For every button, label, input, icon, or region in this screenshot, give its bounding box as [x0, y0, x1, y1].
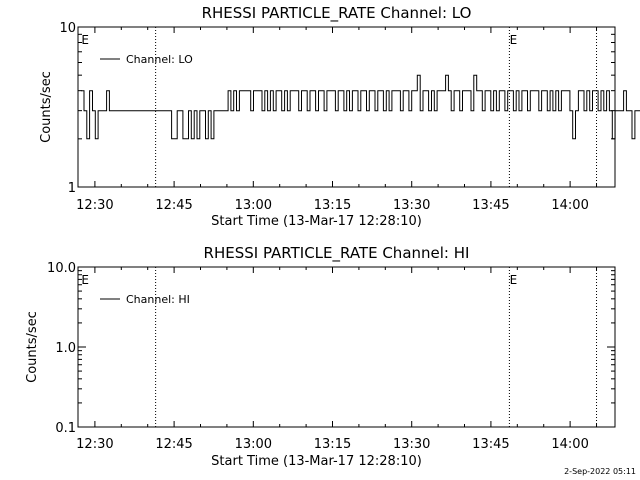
- y-axis-label: Counts/sec: [39, 71, 54, 143]
- legend-entry: Channel: LO: [126, 53, 193, 66]
- x-tick-label: 13:30: [393, 437, 430, 452]
- x-tick-label: 13:00: [235, 437, 272, 452]
- chart-title: RHESSI PARTICLE_RATE Channel: LO: [202, 4, 472, 23]
- event-marker-label: E: [81, 33, 89, 47]
- series-line: [81, 74, 640, 140]
- x-tick-label: 12:45: [155, 437, 192, 452]
- x-tick-label: 13:30: [393, 198, 430, 213]
- x-tick-label: 12:30: [76, 437, 113, 452]
- x-tick-label: 13:15: [314, 198, 351, 213]
- y-tick-label: 1.0: [55, 341, 76, 356]
- x-axis-label: Start Time (13-Mar-17 12:28:10): [211, 214, 422, 229]
- x-tick-label: 12:30: [76, 198, 113, 213]
- y-axis-label: Counts/sec: [25, 311, 40, 383]
- y-tick-label: 1: [68, 181, 76, 196]
- x-tick-label: 13:15: [314, 437, 351, 452]
- y-tick-label: 10: [59, 21, 76, 36]
- x-tick-label: 12:45: [155, 198, 192, 213]
- legend-entry: Channel: HI: [126, 293, 190, 306]
- event-marker-label: E: [81, 273, 89, 287]
- plot-frame: [77, 26, 616, 188]
- date-stamp: 2-Sep-2022 05:11: [564, 467, 636, 476]
- event-marker-label: E: [510, 273, 518, 287]
- x-axis-label: Start Time (13-Mar-17 12:28:10): [211, 454, 422, 469]
- x-tick-label: 13:45: [472, 437, 509, 452]
- y-tick-label: 0.1: [55, 421, 76, 436]
- x-tick-label: 14:00: [551, 437, 588, 452]
- x-tick-label: 13:45: [472, 198, 509, 213]
- x-tick-label: 13:00: [235, 198, 272, 213]
- plot-frame: [77, 266, 616, 428]
- chart-title: RHESSI PARTICLE_RATE Channel: HI: [204, 244, 470, 263]
- x-tick-label: 14:00: [551, 198, 588, 213]
- event-marker-label: E: [510, 33, 518, 47]
- y-tick-label: 10.0: [47, 261, 76, 276]
